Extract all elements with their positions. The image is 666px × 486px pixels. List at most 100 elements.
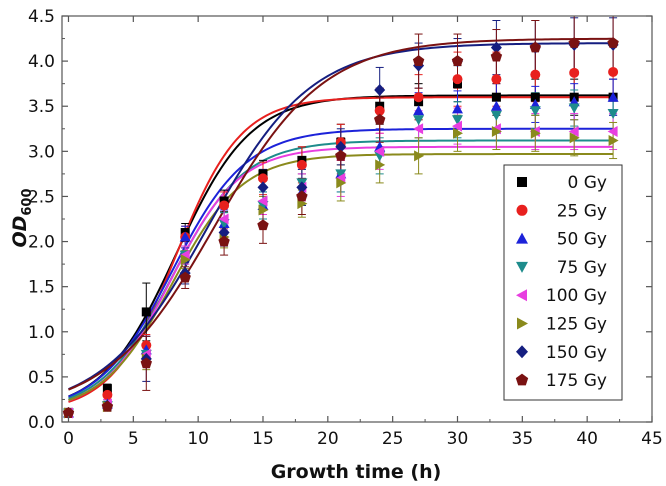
- data-point-25-gy: [296, 159, 307, 170]
- y-axis-title: OD600: [9, 188, 35, 247]
- legend-marker-50-gy: [516, 232, 528, 244]
- data-point-175-gy: [62, 406, 75, 418]
- data-point-175-gy: [179, 271, 191, 283]
- data-point-125-gy: [608, 135, 619, 147]
- y-tick-label: 1.5: [28, 278, 55, 298]
- data-point-175-gy: [451, 55, 464, 66]
- legend-label-175-gy: 175 Gy: [546, 371, 607, 391]
- legend-label-0-gy: 0 Gy: [568, 173, 607, 193]
- y-tick-label: 2.0: [28, 233, 55, 253]
- y-axis-title-subscript: 600: [20, 188, 35, 215]
- data-points: [62, 37, 619, 419]
- legend-label-75-gy: 75 Gy: [557, 258, 607, 278]
- data-point-175-gy: [373, 113, 386, 125]
- y-tick-label: 3.5: [28, 97, 55, 117]
- data-point-100-gy: [374, 145, 385, 157]
- data-point-0-gy: [491, 92, 501, 102]
- data-point-175-gy: [529, 41, 541, 53]
- data-point-125-gy: [414, 150, 425, 162]
- data-point-175-gy: [490, 50, 503, 62]
- data-point-100-gy: [218, 213, 229, 225]
- data-point-25-gy: [219, 200, 230, 211]
- data-point-125-gy: [452, 127, 463, 139]
- data-point-75-gy: [451, 115, 463, 126]
- data-point-125-gy: [336, 177, 347, 189]
- x-tick-label: 15: [252, 429, 274, 449]
- y-tick-label: 0.5: [28, 368, 55, 388]
- x-tick-label: 35: [512, 429, 534, 449]
- data-point-75-gy: [568, 103, 580, 114]
- data-point-175-gy: [257, 219, 269, 231]
- legend-label-150-gy: 150 Gy: [546, 343, 607, 363]
- data-point-175-gy: [335, 149, 347, 161]
- x-tick-label: 20: [317, 429, 339, 449]
- y-tick-label: 0.0: [28, 413, 55, 433]
- y-axis-title-main: OD: [9, 216, 31, 248]
- data-point-175-gy: [218, 235, 230, 247]
- legend-label-25-gy: 25 Gy: [557, 201, 607, 221]
- data-point-150-gy: [218, 226, 230, 239]
- x-tick-label: 30: [447, 429, 469, 449]
- data-point-25-gy: [608, 66, 619, 77]
- data-point-50-gy: [607, 91, 619, 102]
- data-point-175-gy: [412, 55, 425, 66]
- data-point-0-gy: [141, 307, 151, 317]
- x-tick-label: 40: [576, 429, 598, 449]
- legend-label-100-gy: 100 Gy: [546, 286, 607, 306]
- legend: 0 Gy 25 Gy 50 Gy 75 Gy 100 Gy 125 Gy 150 Gy 175…: [503, 164, 623, 401]
- data-point-50-gy: [413, 105, 425, 116]
- data-point-75-gy: [335, 169, 347, 180]
- data-point-100-gy: [257, 195, 268, 207]
- x-tick-label: 25: [382, 429, 404, 449]
- data-point-75-gy: [607, 108, 619, 119]
- data-point-50-gy: [490, 100, 502, 111]
- data-point-125-gy: [258, 204, 269, 216]
- data-point-25-gy: [491, 74, 502, 85]
- data-point-125-gy: [375, 159, 386, 171]
- legend-marker-100-gy: [516, 289, 527, 302]
- y-tick-label: 4.0: [28, 52, 55, 72]
- legend-marker-175-gy: [515, 373, 529, 386]
- y-tick-label: 4.5: [28, 7, 55, 27]
- data-point-50-gy: [179, 231, 191, 242]
- y-tick-label: 1.0: [28, 323, 55, 343]
- data-point-150-gy: [296, 181, 308, 194]
- data-point-25-gy: [452, 74, 463, 85]
- data-point-175-gy: [101, 400, 114, 412]
- y-tick-label: 3.0: [28, 142, 55, 162]
- data-point-175-gy: [568, 37, 580, 48]
- legend-marker-0-gy: [517, 177, 527, 187]
- x-tick-label: 5: [128, 429, 139, 449]
- data-point-25-gy: [102, 389, 113, 400]
- data-point-100-gy: [413, 123, 424, 135]
- data-point-25-gy: [374, 105, 385, 116]
- legend-marker-125-gy: [517, 317, 528, 330]
- legend-box: [503, 164, 623, 401]
- data-point-125-gy: [180, 254, 191, 266]
- legend-marker-25-gy: [516, 204, 528, 216]
- x-tick-label: 10: [187, 429, 209, 449]
- legend-label-50-gy: 50 Gy: [557, 230, 607, 250]
- legend-label-125-gy: 125 Gy: [546, 315, 607, 335]
- data-point-100-gy: [568, 125, 579, 137]
- legend-marker-150-gy: [516, 345, 528, 359]
- data-point-175-gy: [140, 357, 152, 369]
- data-point-100-gy: [451, 120, 462, 132]
- data-point-75-gy: [529, 106, 541, 117]
- legend-marker-75-gy: [516, 261, 528, 273]
- fit-curve-150-gy: [68, 42, 614, 391]
- x-axis-title: Growth time (h): [271, 461, 442, 483]
- data-point-50-gy: [451, 103, 463, 114]
- data-point-25-gy: [413, 92, 424, 103]
- axes: 0 5 10 15 20 25 30 35 40 45 0.0 0.5 1.0 1.5 2.0 2.5 3.0 3…: [28, 7, 663, 449]
- y-tick-label: 2.5: [28, 187, 55, 207]
- data-point-25-gy: [530, 69, 541, 80]
- data-point-0-gy: [530, 92, 540, 102]
- data-point-25-gy: [257, 173, 268, 184]
- x-tick-label: 45: [641, 429, 663, 449]
- data-point-150-gy: [257, 181, 269, 194]
- data-point-75-gy: [490, 110, 502, 121]
- data-point-125-gy: [569, 132, 580, 144]
